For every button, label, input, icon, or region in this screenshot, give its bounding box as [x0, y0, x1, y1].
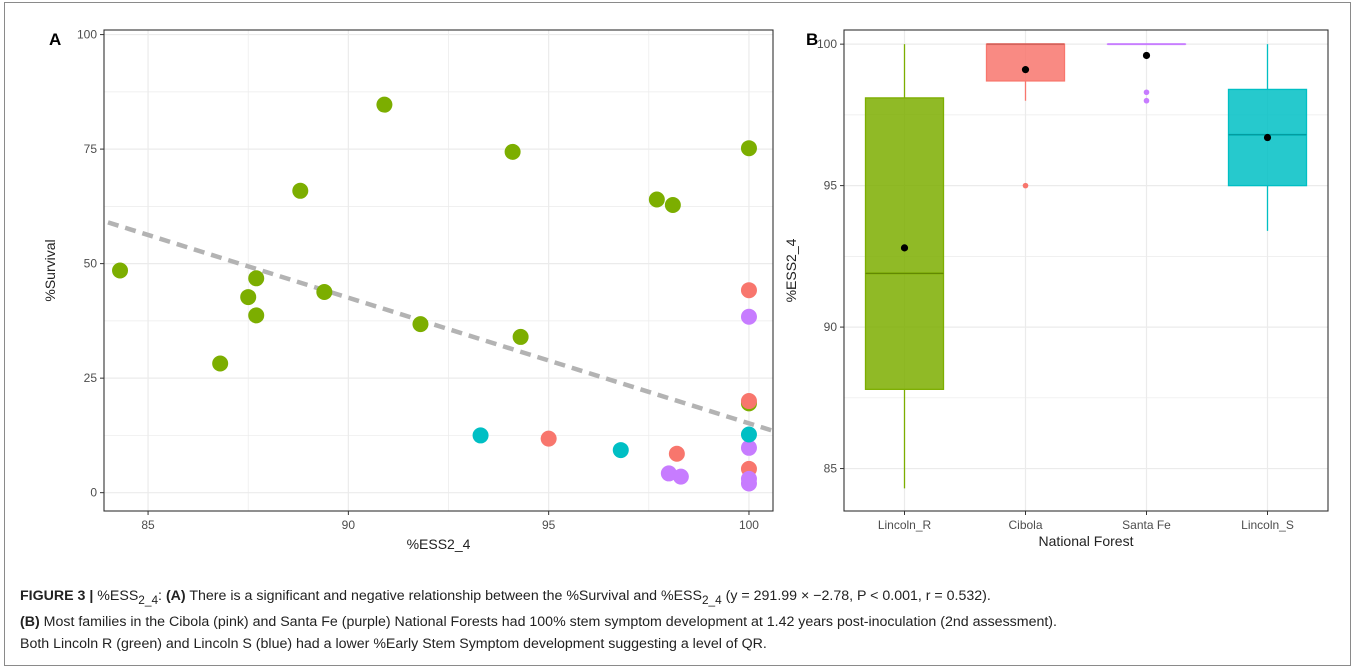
scatter-point-green: [240, 289, 257, 306]
x-tick-label: Santa Fe: [1122, 518, 1171, 532]
scatter-point-red: [668, 445, 685, 462]
panel-b-border: [843, 29, 1329, 512]
scatter-point-green: [648, 191, 665, 208]
scatter-point-green: [248, 270, 265, 287]
scatter-point-green: [316, 284, 333, 301]
scatter-point-purple: [672, 468, 689, 485]
panel-a-plot-area: [104, 30, 773, 511]
x-tick-label: 85: [141, 518, 155, 532]
box-green: [864, 97, 945, 390]
panel-a-ticks: 85 90 95 100 0 25 50 75 100: [77, 28, 759, 532]
panel-b-boxplot: 85 90 95 100 Lincoln_R Cibola Santa Fe Lincoln_…: [783, 29, 1329, 549]
scatter-point-purple: [660, 465, 677, 482]
mean-point: [1142, 51, 1151, 60]
caption-colon: :: [158, 588, 166, 604]
mean-point: [1021, 66, 1030, 74]
y-tick-label: 75: [84, 142, 98, 156]
figure-caption: FIGURE 3 | %ESS2_4: (A) There is a signi…: [20, 585, 1340, 655]
scatter-point-green: [292, 182, 309, 199]
caption-a-text: There is a significant and negative rela…: [185, 588, 702, 604]
scatter-point-green: [212, 355, 229, 372]
caption-line-3: Both Lincoln R (green) and Lincoln S (bl…: [20, 635, 767, 652]
scatter-point-purple: [740, 475, 757, 492]
scatter-point-cyan: [740, 426, 757, 443]
scatter-point-green: [740, 140, 757, 157]
panel-a-scatter: 85 90 95 100 0 25 50 75 100 A %ESS2_4 %Survival: [42, 28, 774, 552]
y-tick-label: 50: [84, 257, 98, 271]
caption-equation: (y = 291.99 × −2.78, P < 0.001, r = 0.53…: [721, 588, 991, 604]
panel-b-ticks: 85 90 95 100 Lincoln_R Cibola Santa Fe Lincoln_…: [817, 37, 1294, 532]
y-tick-label: 25: [84, 371, 98, 385]
scatter-point-green: [248, 307, 265, 324]
scatter-point-green: [664, 196, 681, 213]
panel-a-label: A: [49, 30, 61, 49]
panel-b-label: B: [806, 30, 818, 49]
y-tick-label: 100: [77, 28, 97, 42]
caption-ess-subscript: 2_4: [138, 592, 159, 607]
scatter-point-red: [540, 430, 557, 447]
box-red: [985, 43, 1066, 82]
mean-point: [900, 244, 909, 252]
caption-ess-subscript-2: 2_4: [701, 592, 722, 607]
x-tick-label: Cibola: [1008, 518, 1042, 532]
scatter-point-green: [376, 96, 393, 113]
y-tick-label: 0: [90, 486, 97, 500]
caption-a-label: (A): [165, 588, 186, 604]
panel-b-y-axis-title: %ESS2_4: [783, 238, 799, 302]
figure-frame: [4, 2, 1351, 666]
scatter-point-green: [412, 316, 429, 333]
panel-b-x-axis-title: National Forest: [1039, 533, 1134, 549]
y-tick-label: 90: [824, 320, 838, 334]
caption-b-label: (B): [20, 613, 40, 630]
scatter-point-green: [504, 143, 521, 160]
caption-line-1: FIGURE 3 | %ESS2_4: (A) There is a signi…: [20, 585, 1340, 611]
mean-point: [1263, 133, 1272, 142]
scatter-point-cyan: [472, 427, 489, 444]
caption-b-text: Most families in the Cibola (pink) and S…: [39, 613, 1057, 630]
scatter-point-purple: [740, 308, 757, 325]
panel-b-boxes: [864, 43, 1308, 489]
outlier-point: [1022, 182, 1029, 189]
caption-figure-label: FIGURE 3 |: [20, 588, 94, 604]
scatter-point-red: [740, 393, 757, 410]
trend-line: [107, 220, 774, 433]
scatter-point-green: [512, 328, 529, 345]
panel-a-x-axis-title: %ESS2_4: [407, 536, 471, 552]
x-tick-label: Lincoln_R: [878, 518, 932, 532]
x-tick-label: 90: [342, 518, 356, 532]
y-tick-label: 95: [824, 179, 838, 193]
scatter-point-green: [112, 262, 129, 279]
outlier-point: [1143, 97, 1150, 104]
panel-a-border: [103, 29, 774, 512]
x-tick-label: 95: [542, 518, 556, 532]
panel-a-y-axis-title: %Survival: [42, 239, 58, 301]
x-tick-label: 100: [739, 518, 759, 532]
y-tick-label: 85: [824, 462, 838, 476]
scatter-point-cyan: [612, 442, 629, 459]
caption-ess-prefix: %ESS: [93, 588, 139, 604]
panel-a-points: [112, 96, 757, 492]
y-tick-label: 100: [817, 37, 837, 51]
scatter-point-red: [740, 282, 757, 299]
x-tick-label: Lincoln_S: [1241, 518, 1294, 532]
caption-line-2: (B) Most families in the Cibola (pink) a…: [20, 611, 1340, 633]
scatter-point-purple: [740, 439, 757, 456]
outlier-point: [1143, 89, 1150, 96]
